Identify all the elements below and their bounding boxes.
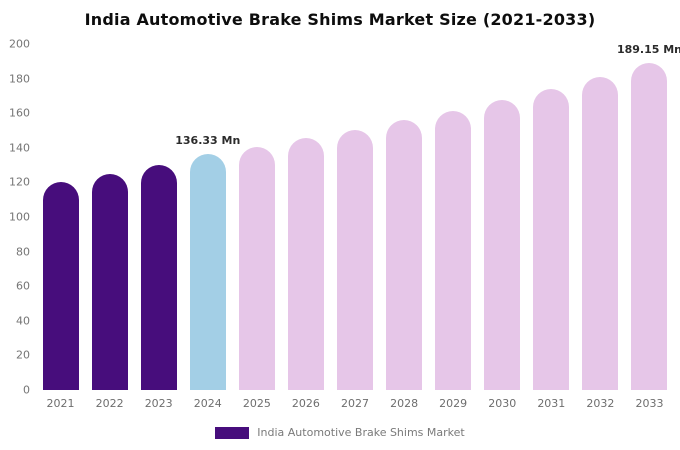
bar-2029 bbox=[435, 110, 472, 390]
bar-2026 bbox=[287, 138, 324, 390]
bar-column-2021: 2021 bbox=[36, 44, 85, 410]
bar-column-2025: 2025 bbox=[232, 44, 281, 410]
bar-column-2029: 2029 bbox=[429, 44, 478, 410]
bar-column-2033: 189.15 Mn 2033 bbox=[617, 43, 680, 410]
y-tick-label: 200 bbox=[9, 37, 30, 51]
bar-column-2022: 2022 bbox=[85, 44, 134, 410]
y-tick-label: 180 bbox=[9, 72, 30, 86]
bar-column-2027: 2027 bbox=[330, 44, 379, 410]
y-axis: 0 20 40 60 80 100 120 140 160 180 200 bbox=[4, 38, 30, 397]
bar-2032 bbox=[582, 76, 619, 390]
x-tick-label-2029: 2029 bbox=[439, 397, 468, 410]
bar-column-2031: 2031 bbox=[527, 44, 576, 410]
x-tick-label-2027: 2027 bbox=[341, 397, 369, 410]
bar-2021 bbox=[42, 181, 79, 390]
bar-2031 bbox=[533, 88, 570, 390]
legend: India Automotive Brake Shims Market bbox=[0, 426, 680, 439]
bar-column-2024: 136.33 Mn 2024 bbox=[175, 44, 240, 410]
y-tick-label: 40 bbox=[16, 314, 30, 328]
chart-title: India Automotive Brake Shims Market Size… bbox=[84, 10, 596, 29]
y-tick-label: 140 bbox=[9, 141, 30, 155]
bar-column-2030: 2030 bbox=[478, 44, 527, 410]
bar-value-label-2024: 136.33 Mn bbox=[175, 134, 241, 148]
x-tick-label-2021: 2021 bbox=[46, 397, 75, 410]
x-tick-label-2031: 2031 bbox=[537, 397, 566, 410]
bar-value-label-2033: 189.15 Mn bbox=[616, 42, 680, 56]
bar-2033 bbox=[631, 62, 668, 390]
y-tick-label: 160 bbox=[9, 106, 30, 120]
bar-2030 bbox=[484, 100, 521, 390]
x-tick-label-2026: 2026 bbox=[291, 397, 320, 410]
x-tick-label-2032: 2032 bbox=[586, 397, 615, 410]
y-tick-label: 80 bbox=[16, 245, 30, 259]
x-tick-label-2024: 2024 bbox=[193, 397, 222, 410]
x-tick-label-2022: 2022 bbox=[95, 397, 124, 410]
bar-2027 bbox=[337, 129, 373, 390]
y-tick-label: 100 bbox=[9, 210, 30, 224]
bar-2028 bbox=[386, 120, 423, 390]
x-tick-label-2033: 2033 bbox=[635, 397, 664, 410]
bar-column-2023: 2023 bbox=[134, 44, 183, 410]
legend-swatch bbox=[215, 426, 250, 439]
y-tick-label: 120 bbox=[9, 175, 30, 189]
bar-2024 bbox=[189, 154, 226, 390]
bar-column-2028: 2028 bbox=[380, 44, 429, 410]
x-tick-label-2030: 2030 bbox=[488, 397, 517, 410]
plot-area: 2021 2022 2023 136.33 Mn 2024 2025 2026 2027 202… bbox=[36, 43, 680, 410]
y-tick-label: 60 bbox=[16, 279, 30, 293]
bar-column-2026: 2026 bbox=[281, 44, 330, 410]
bar-2025 bbox=[238, 146, 275, 390]
legend-label: India Automotive Brake Shims Market bbox=[257, 426, 465, 439]
bar-2023 bbox=[140, 165, 177, 390]
x-tick-label-2023: 2023 bbox=[144, 397, 173, 410]
bar-2022 bbox=[91, 173, 128, 390]
bar-column-2032: 2032 bbox=[576, 44, 625, 410]
y-tick-label: 0 bbox=[23, 383, 30, 397]
y-tick-label: 20 bbox=[16, 348, 30, 362]
x-tick-label-2025: 2025 bbox=[242, 397, 271, 410]
x-tick-label-2028: 2028 bbox=[390, 397, 419, 410]
